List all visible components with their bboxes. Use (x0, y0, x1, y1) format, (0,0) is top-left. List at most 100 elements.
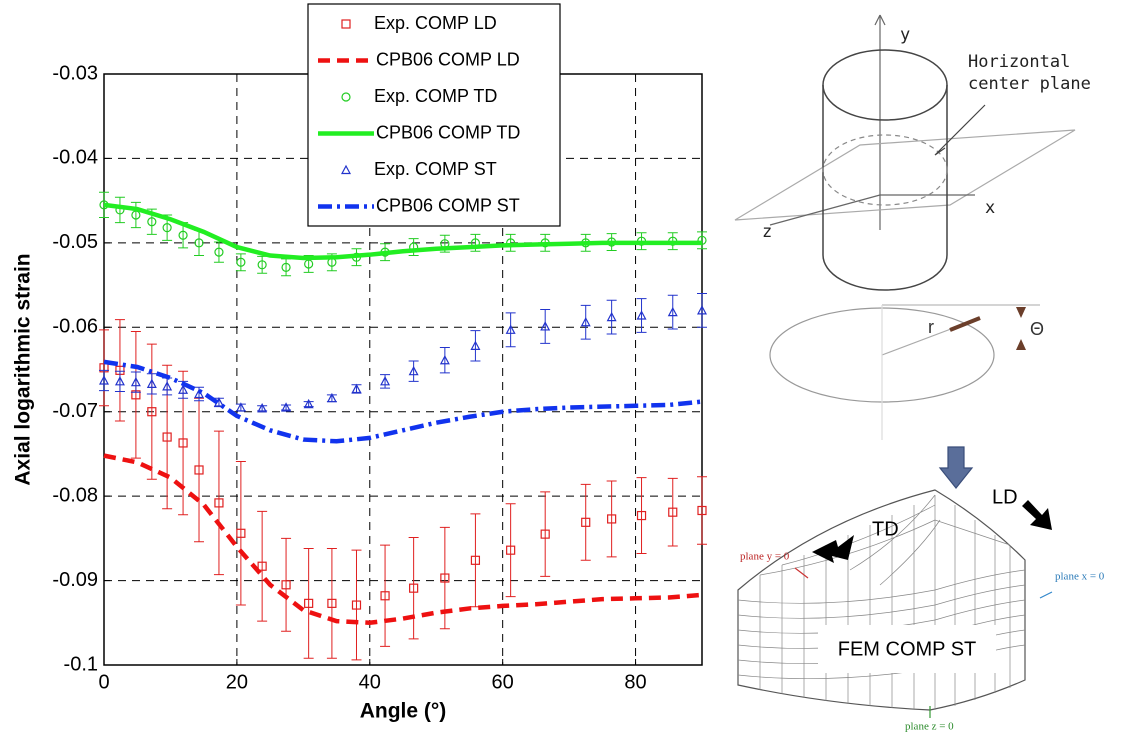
legend-swatch (341, 92, 351, 102)
x-tick-label: 0 (98, 671, 109, 693)
marker (162, 381, 173, 391)
y-tick-label: -0.08 (52, 484, 98, 506)
arrow-head (879, 14, 886, 26)
marker (281, 262, 291, 272)
series-line (103, 202, 702, 261)
flow-arrow (938, 446, 974, 489)
marker (257, 403, 268, 413)
x-tick-label: 20 (226, 671, 248, 693)
marker (130, 376, 141, 387)
fem-label: FEM COMP ST (838, 638, 977, 660)
error-bar (636, 477, 647, 555)
marker (99, 375, 109, 385)
x-axis-title: Angle (°) (360, 700, 447, 723)
y-tick-label: -0.05 (52, 231, 98, 253)
error-bar (505, 233, 516, 252)
error-bar (540, 309, 551, 344)
axis-label: y (900, 25, 910, 45)
marker (351, 383, 362, 394)
plane-note: plane x = 0 (1055, 571, 1105, 583)
marker (697, 505, 707, 516)
marker (380, 591, 390, 601)
marker (146, 378, 157, 388)
y-tick-label: -0.09 (52, 569, 98, 591)
marker (147, 217, 157, 227)
plane-note: plane z = 0 (905, 721, 954, 733)
marker (636, 510, 647, 521)
error-bar (606, 480, 617, 558)
marker (178, 438, 188, 448)
error-bar (146, 343, 157, 480)
td-arrow (812, 535, 854, 563)
marker (668, 507, 678, 517)
error-bar (505, 503, 516, 598)
legend: Exp. COMP LD CPB06 COMP LD Exp. COMP TD CPB… (307, 3, 561, 227)
marker (380, 376, 391, 386)
error-bar (130, 371, 141, 393)
marker (327, 598, 337, 608)
error-bar (114, 196, 125, 224)
error-bar (303, 547, 314, 659)
marker (194, 238, 204, 248)
x-tick-label: 40 (359, 671, 381, 693)
legend-box (307, 3, 561, 227)
cylinder-bottom (822, 254, 948, 291)
error-bar (580, 304, 591, 340)
marker (147, 407, 157, 417)
marker (636, 310, 647, 320)
series-line (103, 453, 703, 626)
marker (409, 583, 419, 593)
marker (505, 324, 516, 334)
marker (114, 376, 125, 386)
error-bar (697, 231, 707, 250)
plane-note: plane y = 0 (740, 551, 790, 563)
error-bar (281, 537, 292, 632)
marker (257, 260, 267, 270)
marker (470, 340, 481, 350)
radius-arrow (949, 316, 981, 332)
error-bar (114, 319, 125, 422)
legend-label: CPB06 COMP TD (376, 122, 520, 142)
pointer-arrow (934, 104, 986, 156)
plane-label: center plane (968, 74, 1091, 94)
marker (178, 384, 189, 394)
legend-label: Exp. COMP TD (374, 86, 497, 106)
marker (178, 230, 188, 240)
error-bar (606, 299, 617, 335)
marker (326, 392, 337, 403)
series-line (103, 359, 703, 444)
error-bar (697, 293, 707, 328)
marker (439, 354, 450, 365)
marker (194, 465, 204, 475)
marker (606, 311, 617, 322)
normal-arrow (1039, 591, 1053, 599)
label-background (818, 625, 996, 673)
marker (281, 402, 292, 412)
legend-swatch (341, 19, 351, 29)
error-bar (540, 491, 551, 577)
error-bar (235, 253, 246, 272)
y-tick-label: -0.1 (64, 653, 98, 675)
error-bar (636, 298, 647, 333)
error-bar (380, 544, 391, 647)
legend-label: Exp. COMP ST (374, 159, 497, 179)
axis-line (769, 194, 881, 226)
marker (303, 398, 314, 409)
angle-label: Θ (1030, 319, 1044, 339)
chart: -0.1 -0.09 -0.08 -0.07 -0.06 -0.05 -0.04 -0.03 0… (12, 3, 707, 723)
error-bar (408, 360, 419, 382)
error-bar (257, 510, 268, 622)
error-bar (667, 477, 678, 547)
direction-label: LD (992, 486, 1018, 508)
error-bar (505, 312, 516, 348)
y-tick-label: -0.07 (52, 400, 98, 422)
angle-arrow (1016, 339, 1026, 350)
error-bar (326, 547, 337, 659)
error-bar (99, 369, 109, 392)
legend-label: Exp. COMP LD (374, 13, 497, 33)
error-bar (114, 370, 125, 392)
axis-label: z (762, 222, 772, 242)
marker (506, 545, 516, 555)
plane (734, 129, 1076, 221)
